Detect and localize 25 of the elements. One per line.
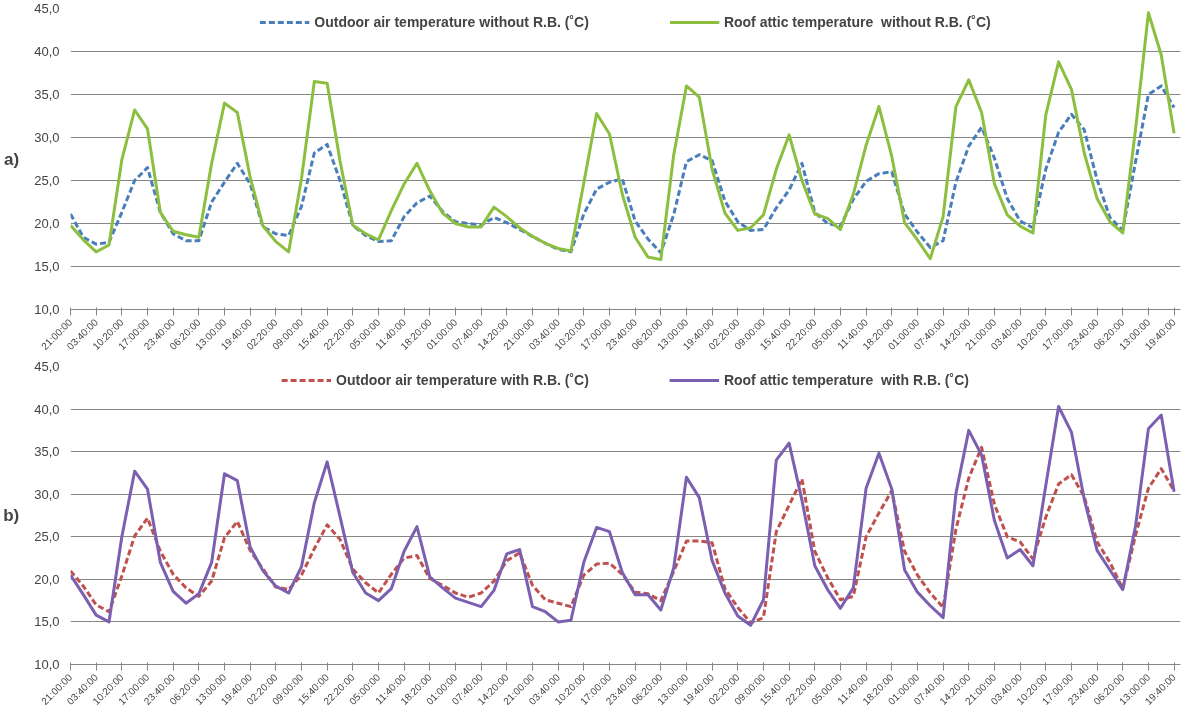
- text: a): [4, 149, 20, 169]
- y-tick-label: 30,0: [34, 486, 60, 502]
- y-tick-label: 20,0: [34, 216, 60, 231]
- y-tick-label: 45,0: [34, 359, 60, 374]
- line-series: [70, 405, 1176, 627]
- legend-label: Outdoor air temperature without R.B. (˚C): [314, 14, 589, 30]
- y-tick-label: 40,0: [34, 44, 60, 59]
- y-tick-label: 45,0: [34, 1, 60, 16]
- y-tick-label: 25,0: [34, 529, 60, 545]
- y-tick-label: 35,0: [34, 444, 60, 460]
- y-tick-label: 10,0: [34, 657, 60, 672]
- legend-label: Roof attic temperature with R.B. (˚C): [723, 372, 969, 388]
- y-tick-label: 15,0: [34, 614, 60, 630]
- legend-label: Outdoor air temperature with R.B. (˚C): [336, 372, 589, 388]
- line-series: [70, 11, 1176, 262]
- text: b): [3, 506, 20, 525]
- legend-label: Roof attic temperature without R.B. (˚C): [723, 14, 991, 30]
- y-tick-label: 25,0: [34, 173, 60, 188]
- y-tick-label: 30,0: [34, 130, 60, 145]
- y-tick-label: 40,0: [34, 401, 60, 417]
- line-series: [70, 84, 1176, 255]
- y-tick-label: 10,0: [34, 302, 60, 317]
- y-tick-label: 15,0: [34, 259, 60, 274]
- y-tick-label: 20,0: [34, 571, 60, 587]
- y-tick-label: 35,0: [34, 87, 60, 102]
